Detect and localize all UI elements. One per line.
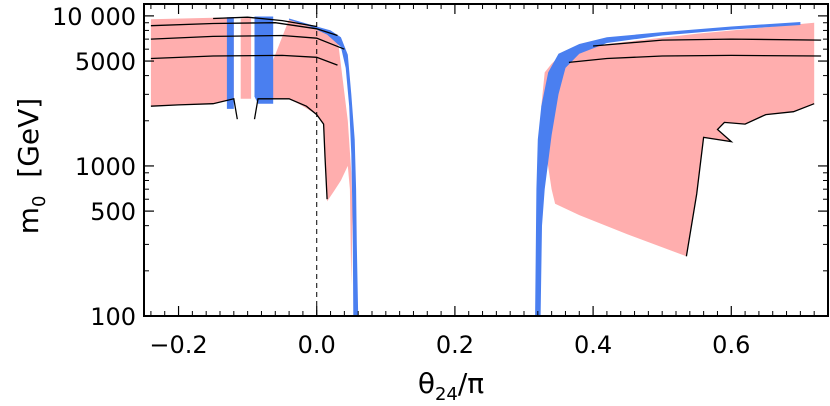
x-tick-label: −0.2	[149, 331, 207, 359]
pink-region-layer	[150, 17, 815, 286]
y-tick-label: 100	[90, 303, 136, 331]
contour-line-5	[213, 16, 317, 28]
y-axis-label: m0 [GeV]	[12, 98, 50, 234]
contour-layer	[150, 16, 822, 257]
contour-line-6	[568, 54, 822, 64]
contour-line-3	[150, 34, 345, 50]
x-tick-label: 0.2	[436, 331, 474, 359]
contour-line-0	[150, 98, 238, 120]
blue-region-1	[254, 16, 274, 104]
y-tick-label: 1000	[75, 153, 136, 181]
contour-line-8	[685, 103, 815, 257]
plot-frame	[143, 3, 829, 317]
x-tick-label: 0.0	[298, 331, 336, 359]
x-tick-label: 0.6	[712, 331, 750, 359]
contour-line-1	[253, 98, 328, 200]
contour-line-4	[150, 22, 338, 37]
y-tick-label: 10 000	[52, 3, 136, 31]
x-axis-ticks: −0.2 0.0 0.2 0.4 0.6	[149, 4, 829, 359]
y-axis-ticks: 100 500 1000 5000 10 000	[52, 3, 828, 331]
x-axis-label: θ24/π	[418, 367, 484, 405]
blue-region-layer	[226, 16, 801, 316]
y-tick-label: 5000	[75, 48, 136, 76]
x-tick-label: 0.4	[574, 331, 612, 359]
blue-region-0	[226, 17, 234, 109]
contour-line-2	[150, 54, 338, 66]
pink-region-1	[541, 22, 815, 257]
pink-region-0	[150, 17, 353, 286]
contour-line-7	[593, 38, 822, 47]
y-tick-label: 500	[90, 198, 136, 226]
